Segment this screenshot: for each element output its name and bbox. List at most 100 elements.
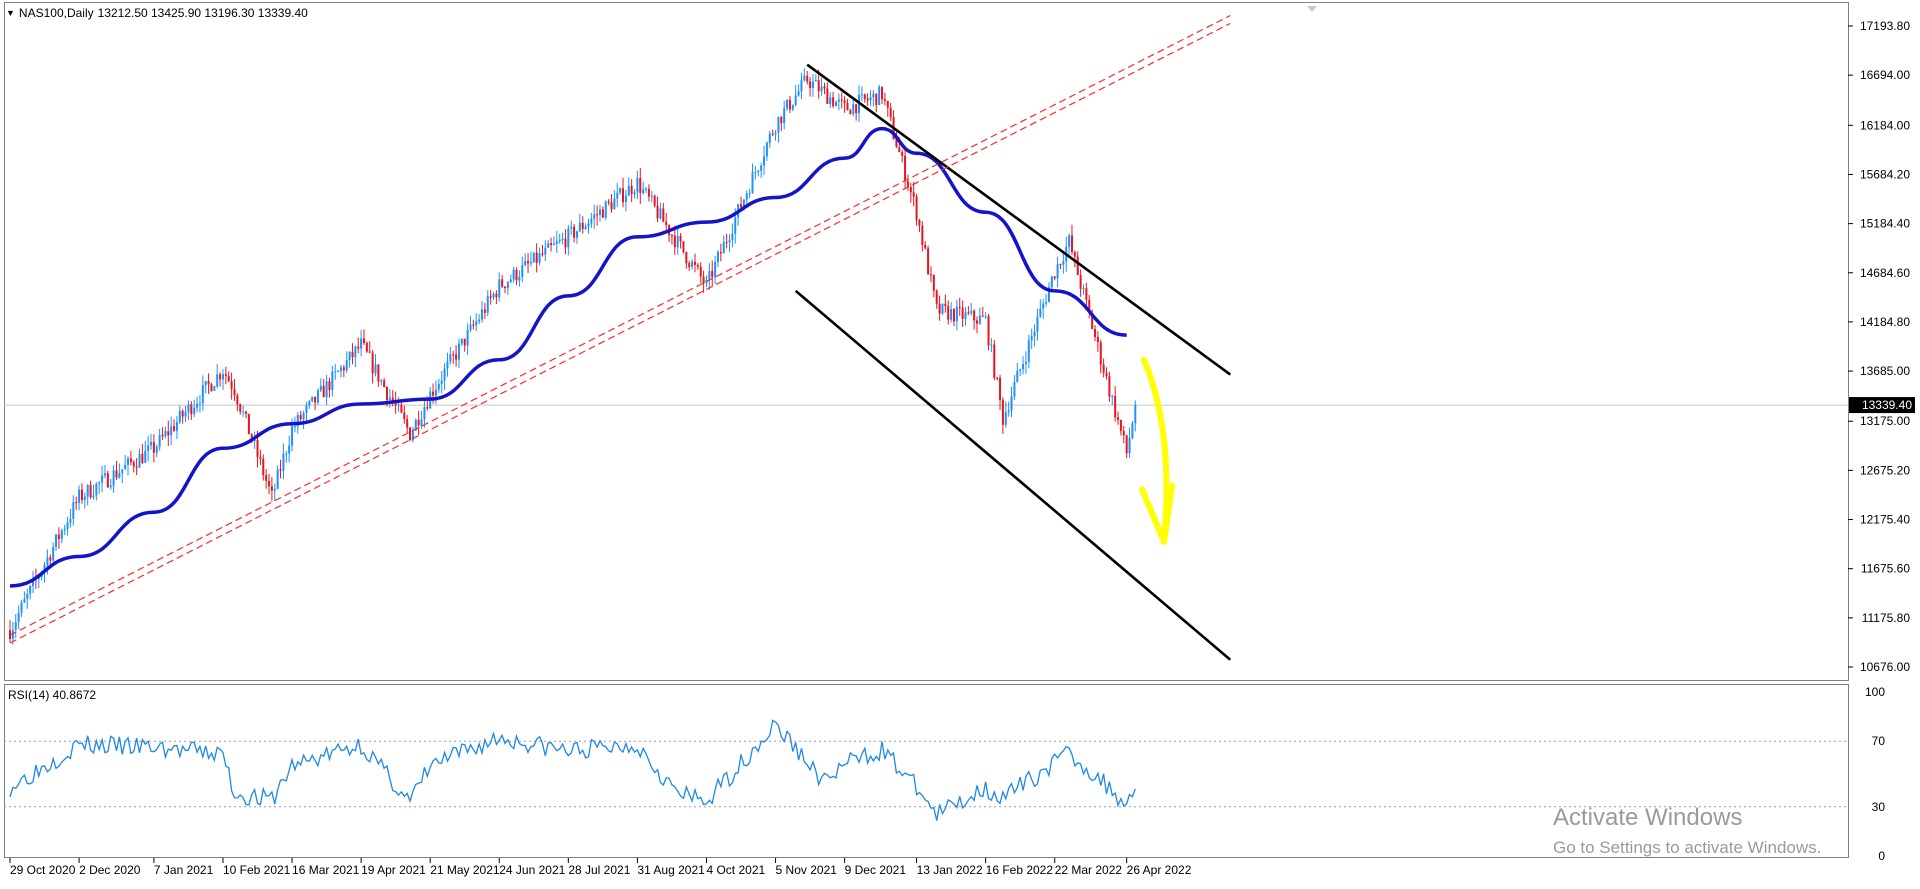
candle-body: [952, 309, 955, 322]
rsi-plot[interactable]: [4, 719, 1848, 821]
candle-body: [840, 99, 843, 101]
candle-body: [1022, 364, 1025, 370]
candle-body: [714, 261, 717, 278]
candle-body: [150, 442, 153, 446]
candle-body: [999, 377, 1002, 400]
candle-body: [365, 343, 368, 352]
candle-body: [1042, 303, 1045, 309]
candle-body: [437, 383, 440, 390]
candle-body: [141, 453, 144, 463]
candle-body: [961, 307, 964, 319]
candle-body: [158, 434, 161, 447]
candle-body: [860, 94, 863, 96]
time-tick-label: 24 Jun 2021: [499, 863, 565, 877]
candle-body: [1082, 288, 1085, 290]
trend-lines[interactable]: [9, 15, 1232, 661]
candle-body: [126, 458, 129, 465]
current-price-label: 13339.40: [1862, 398, 1912, 412]
candle-body: [262, 458, 265, 476]
scroll-marker-icon[interactable]: [1307, 6, 1317, 12]
candle-body: [935, 290, 938, 304]
projection-arrow[interactable]: [1139, 356, 1176, 545]
candle-body: [1007, 410, 1010, 413]
candle-body: [233, 389, 236, 396]
candle-body: [993, 344, 996, 378]
candle-body: [319, 385, 322, 391]
candle-body: [593, 214, 596, 219]
candle-body: [682, 241, 685, 253]
candle-body: [121, 469, 124, 474]
candle-body: [719, 251, 722, 254]
candle-body: [331, 371, 334, 390]
candle-body: [420, 419, 423, 426]
rsi-label: RSI(14) 40.8672: [8, 688, 97, 702]
candle-body: [984, 316, 987, 318]
candle-body: [630, 185, 633, 195]
candle-body: [647, 188, 650, 197]
candle-body: [875, 93, 878, 106]
candle-body: [748, 193, 751, 195]
candle-body: [1085, 288, 1088, 300]
candle-body: [855, 104, 858, 114]
candle-body: [173, 426, 176, 431]
symbol-label: NAS100,Daily: [18, 6, 94, 20]
candle-body: [132, 462, 135, 467]
candle-body: [129, 458, 132, 463]
candle-body: [357, 346, 360, 349]
candle-body: [673, 235, 676, 248]
candle-body: [314, 396, 317, 403]
candle-body: [665, 221, 668, 226]
candle-body: [561, 238, 564, 240]
candle-body: [696, 264, 699, 267]
candle-body: [587, 223, 590, 227]
candle-body: [443, 368, 446, 381]
candle-body: [575, 231, 578, 238]
candle-body: [1073, 252, 1076, 257]
candle-body: [26, 593, 29, 599]
candle-body: [440, 380, 443, 384]
candle-body: [578, 222, 581, 232]
price-axis[interactable]: 17193.80 16694.00 16184.00 15684.20 15184.40…: [1848, 19, 1915, 674]
candle-body: [774, 132, 777, 134]
candle-body: [259, 456, 262, 459]
price-tick-label: 11675.60: [1861, 562, 1910, 576]
candle-body: [501, 279, 504, 287]
candle-body: [322, 385, 325, 398]
candle-body: [800, 80, 803, 92]
candle-body: [768, 133, 771, 143]
candle-body: [803, 75, 806, 81]
triangle-down-icon[interactable]: ▼: [6, 8, 15, 18]
candle-body: [184, 411, 187, 417]
candle-body: [990, 344, 993, 346]
candle-body: [250, 434, 253, 441]
candle-body: [564, 238, 567, 248]
candle-body: [555, 241, 558, 244]
candle-body: [596, 214, 599, 216]
candle-body: [276, 469, 279, 489]
candle-body: [46, 557, 49, 566]
time-tick-label: 7 Jan 2021: [154, 863, 214, 877]
ohlc-values: 13212.50 13425.90 13196.30 13339.40: [97, 6, 308, 20]
candle-body: [14, 622, 17, 630]
candle-body: [305, 405, 308, 414]
candle-body: [685, 252, 688, 264]
candle-body: [788, 99, 791, 110]
candle-body: [846, 103, 849, 111]
price-plot[interactable]: [4, 15, 1848, 661]
time-tick-label: 21 May 2021: [430, 863, 500, 877]
candle-body: [791, 104, 794, 110]
candle-body: [1088, 299, 1091, 313]
candle-body: [955, 306, 958, 322]
candle-body: [460, 338, 463, 344]
candle-body: [397, 404, 400, 406]
candle-body: [642, 189, 645, 194]
candle-body: [929, 274, 932, 276]
candle-body: [676, 236, 679, 248]
candle-body: [524, 261, 527, 266]
candle-body: [480, 309, 483, 320]
candle-body: [619, 188, 622, 193]
candle-body: [354, 346, 357, 358]
time-tick-label: 16 Mar 2021: [292, 863, 360, 877]
candle-body: [1128, 438, 1131, 454]
